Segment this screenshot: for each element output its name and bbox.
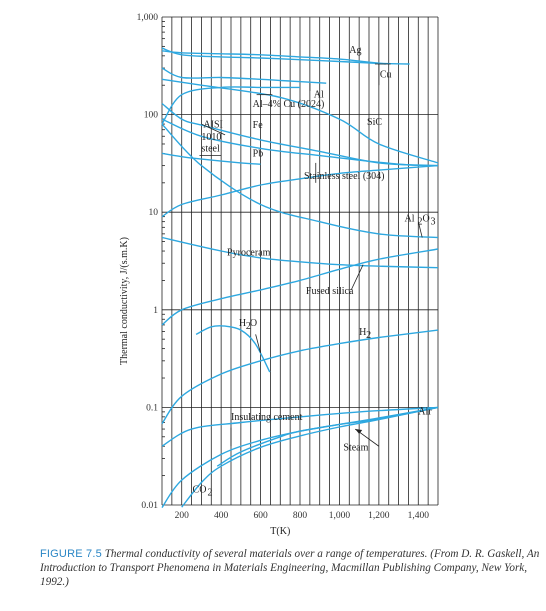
label-aisi-2: 1010 [201, 132, 221, 143]
y-tick-label: 1,000 [137, 13, 159, 23]
label-al2o3-sub2: 3 [430, 217, 435, 228]
series-line-fe [161, 102, 439, 167]
label-h2-h: H [359, 327, 366, 338]
label-stainless: Stainless steel (304) [304, 171, 385, 182]
steam-arrowhead [355, 429, 363, 435]
series-line-pb [161, 152, 261, 165]
label-h2-sub: 2 [366, 330, 371, 341]
series-line-co2 [181, 406, 439, 508]
x-tick-label: 1,200 [368, 511, 390, 521]
label-aisi-1: AISI [203, 119, 222, 130]
label-al-cu: Al–4% Cu (2024) [253, 99, 325, 110]
x-tick-label: 1,400 [408, 511, 430, 521]
x-tick-label: 400 [214, 511, 229, 521]
label-fused-silica: Fused silica [306, 286, 354, 297]
label-al2o3-o: O [422, 214, 429, 225]
label-pb: Pb [253, 149, 264, 160]
label-leader [201, 123, 226, 136]
series-line-fused-silica [161, 248, 439, 326]
x-tick-label: 800 [293, 511, 308, 521]
x-axis-title: T(K) [270, 526, 290, 537]
label-h2o-o: O [250, 318, 257, 329]
label-insulating-cement: Insulating cement [231, 412, 303, 423]
x-tick-label: 200 [175, 511, 190, 521]
label-cu: Cu [380, 69, 392, 80]
label-leader [417, 221, 423, 238]
label-ag: Ag [349, 45, 361, 56]
label-air: Air [418, 406, 432, 417]
y-axis-title: Thermal conductivity, J/(s.m.K) [119, 237, 130, 365]
label-fe: Fe [253, 120, 264, 131]
figure-number: FIGURE 7.5 [40, 548, 102, 560]
series-line-steam [216, 406, 439, 467]
series-line-h2 [161, 329, 439, 425]
y-tick-label: 10 [149, 208, 159, 218]
series-line-ag [161, 50, 386, 65]
label-al2o3: Al [404, 214, 414, 225]
label-pyroceram: Pyroceram [227, 248, 271, 259]
figure-caption: FIGURE 7.5 Thermal conductivity of sever… [40, 547, 540, 589]
label-steam: Steam [343, 443, 368, 454]
thermal-conductivity-chart: 1,000 100 10 1 0.1 0.01 200 400 600 800 1,000 1,200… [119, 13, 439, 537]
label-co2: CO [193, 484, 207, 495]
series-line-al [161, 67, 327, 84]
y-tick-label: 100 [144, 111, 159, 121]
y-tick-label: 0.01 [141, 501, 158, 511]
series-line-h2o [195, 325, 271, 373]
y-tick-label: 1 [153, 306, 158, 316]
label-aisi-3: steel [201, 143, 220, 154]
series-line-stainless-steel-304- [161, 164, 439, 218]
label-leader [350, 264, 364, 291]
series-line-sic [161, 78, 439, 164]
label-al2o3-sub1: 2 [417, 217, 422, 228]
x-tick-label: 1,000 [329, 511, 351, 521]
label-h2o-h: H [239, 318, 246, 329]
caption-text: Thermal conductivity of several material… [40, 548, 540, 588]
series-line-al2o3 [161, 123, 439, 239]
series-line-cu [161, 47, 410, 65]
y-tick-label: 0.1 [146, 403, 158, 413]
label-leader [255, 334, 261, 354]
label-al: Al [314, 89, 324, 100]
series-line-pyroceram [161, 236, 439, 269]
label-sic: SiC [367, 117, 382, 128]
series-curves [161, 47, 439, 509]
x-tick-label: 600 [253, 511, 268, 521]
series-line-insulating-cement [161, 406, 439, 447]
label-h2o-sub: 2 [246, 321, 251, 332]
series-line-air [161, 406, 439, 509]
label-co2-sub: 2 [208, 487, 213, 498]
